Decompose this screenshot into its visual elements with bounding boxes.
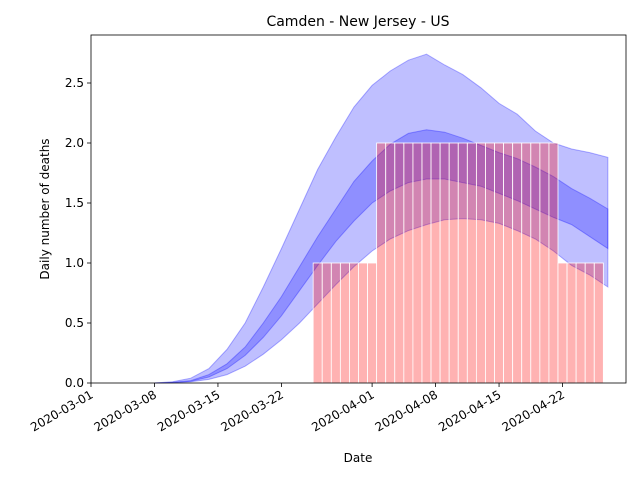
bar [349,262,359,384]
y-axis-label: Daily number of deaths [38,138,52,279]
bar [584,262,595,384]
bar [358,262,368,384]
bar [530,142,541,384]
bar [566,262,577,384]
y-tick-label: 1.0 [65,256,84,270]
bar [466,142,477,384]
bar [593,262,604,384]
bar [367,262,378,384]
bar [475,142,486,384]
y-tick-label: 1.5 [65,196,84,210]
bar [430,142,441,384]
bar [330,262,341,384]
bar [439,142,450,384]
bar [412,142,423,384]
bar [376,142,387,384]
bar [512,142,523,384]
y-tick-label: 2.5 [65,76,84,90]
x-axis-label: Date [344,451,373,465]
y-tick-label: 0.5 [65,316,84,330]
bar [494,142,504,384]
chart-title: Camden - New Jersey - US [266,14,449,30]
bar [321,262,332,384]
y-tick-label: 0.0 [65,376,84,390]
bar [394,142,405,384]
bar [448,142,459,384]
bar [539,142,550,384]
y-tick-label: 2.0 [65,136,84,150]
confidence-band [154,129,609,384]
bar [421,142,432,384]
bar [485,142,495,384]
axes-frame [90,34,627,384]
bar [557,262,568,384]
bar [312,262,323,384]
bar [521,142,532,384]
bar [575,262,586,384]
bar [339,262,350,384]
confidence-band [154,53,609,384]
bar [403,142,414,384]
bar [385,142,396,384]
bar [548,142,559,384]
bar [503,142,514,384]
bar [457,142,468,384]
